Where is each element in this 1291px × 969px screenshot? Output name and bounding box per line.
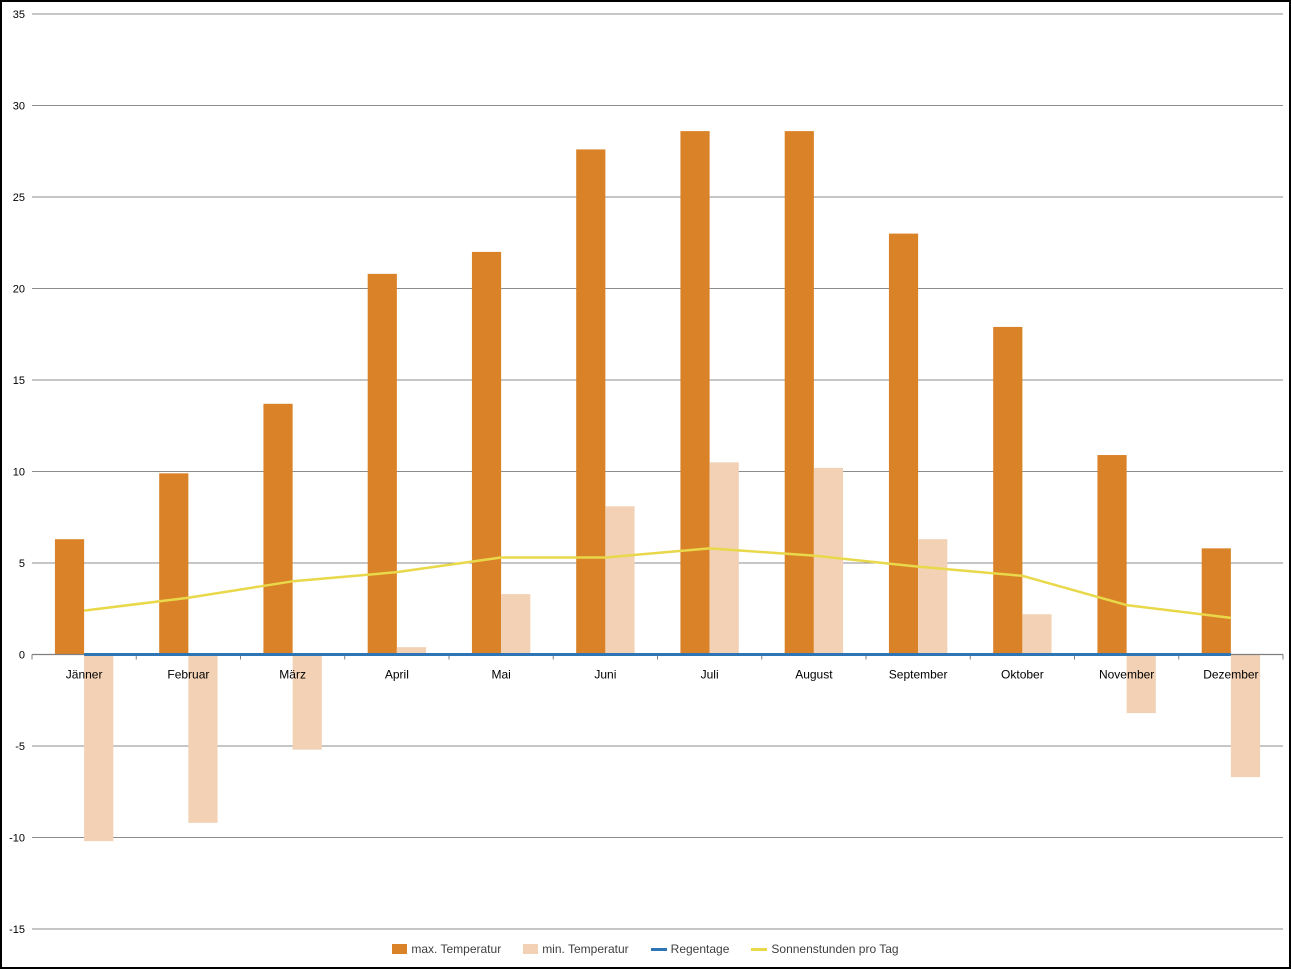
bar-min-temperatur (188, 654, 218, 823)
bar-min-temperatur (501, 594, 531, 655)
y-axis-label: 10 (13, 467, 25, 479)
legend-label-regentage: Regentage (670, 942, 730, 956)
legend-label-sonnenstunden: Sonnenstunden pro Tag (771, 942, 899, 956)
legend-swatch-max-temperatur (392, 944, 408, 954)
bar-min-temperatur (918, 539, 948, 655)
bar-max-temperatur (367, 273, 397, 655)
legend-label-min-temperatur: min. Temperatur (542, 942, 629, 956)
x-axis-label: September (889, 668, 948, 682)
sonnenstunden-line (83, 547, 1232, 620)
x-axis-label: April (385, 668, 409, 682)
y-axis-label: 20 (13, 284, 25, 296)
y-axis-label: -5 (15, 741, 25, 753)
x-axis-label: Oktober (1001, 668, 1044, 682)
legend-swatch-regentage (650, 947, 667, 951)
y-axis-label: 30 (13, 101, 25, 113)
y-axis-label: -10 (9, 833, 25, 845)
bar-min-temperatur (605, 506, 635, 655)
x-axis-label: August (795, 668, 833, 682)
x-axis-label: Juni (594, 668, 616, 682)
x-axis-label: November (1099, 668, 1154, 682)
bar-max-temperatur (263, 403, 293, 655)
chart-legend: max. Temperatur min. Temperatur Regentag… (2, 942, 1289, 956)
legend-item-min-temperatur: min. Temperatur (523, 942, 629, 956)
bar-max-temperatur (471, 251, 502, 655)
legend-item-sonnenstunden: Sonnenstunden pro Tag (751, 942, 899, 956)
y-axis-label: 0 (19, 650, 25, 662)
bar-max-temperatur (1097, 455, 1127, 655)
bar-max-temperatur (576, 149, 606, 655)
legend-item-regentage: Regentage (650, 942, 730, 956)
bar-min-temperatur (1230, 654, 1261, 778)
bar-max-temperatur (54, 539, 85, 655)
legend-swatch-sonnenstunden (751, 947, 768, 951)
y-axis-label: 15 (13, 375, 25, 387)
bar-max-temperatur (993, 326, 1023, 655)
bar-min-temperatur (396, 647, 427, 655)
x-axis-label: Dezember (1203, 668, 1258, 682)
legend-item-max-temperatur: max. Temperatur (392, 942, 501, 956)
bar-max-temperatur (159, 473, 189, 655)
bar-max-temperatur (888, 233, 919, 655)
bar-min-temperatur (709, 462, 739, 655)
x-axis-label: Jänner (66, 668, 103, 682)
legend-swatch-min-temperatur (523, 944, 539, 954)
legend-label-max-temperatur: max. Temperatur (411, 942, 502, 956)
bar-min-temperatur (1022, 614, 1052, 655)
bar-min-temperatur (84, 654, 114, 842)
x-axis-label: Juli (701, 668, 719, 682)
bar-max-temperatur (784, 131, 814, 655)
bar-min-temperatur (1126, 654, 1156, 714)
y-axis-label: 35 (13, 9, 25, 21)
bar-min-temperatur (292, 654, 322, 750)
y-axis-label: 25 (13, 192, 25, 204)
y-axis-label: -15 (9, 924, 25, 936)
x-axis-label: Februar (167, 668, 209, 682)
x-axis-label: März (279, 668, 306, 682)
x-axis-label: Mai (491, 668, 510, 682)
bar-max-temperatur (680, 131, 710, 655)
y-axis-label: 5 (19, 558, 25, 570)
bar-min-temperatur (813, 467, 844, 655)
bar-max-temperatur (1201, 548, 1231, 655)
